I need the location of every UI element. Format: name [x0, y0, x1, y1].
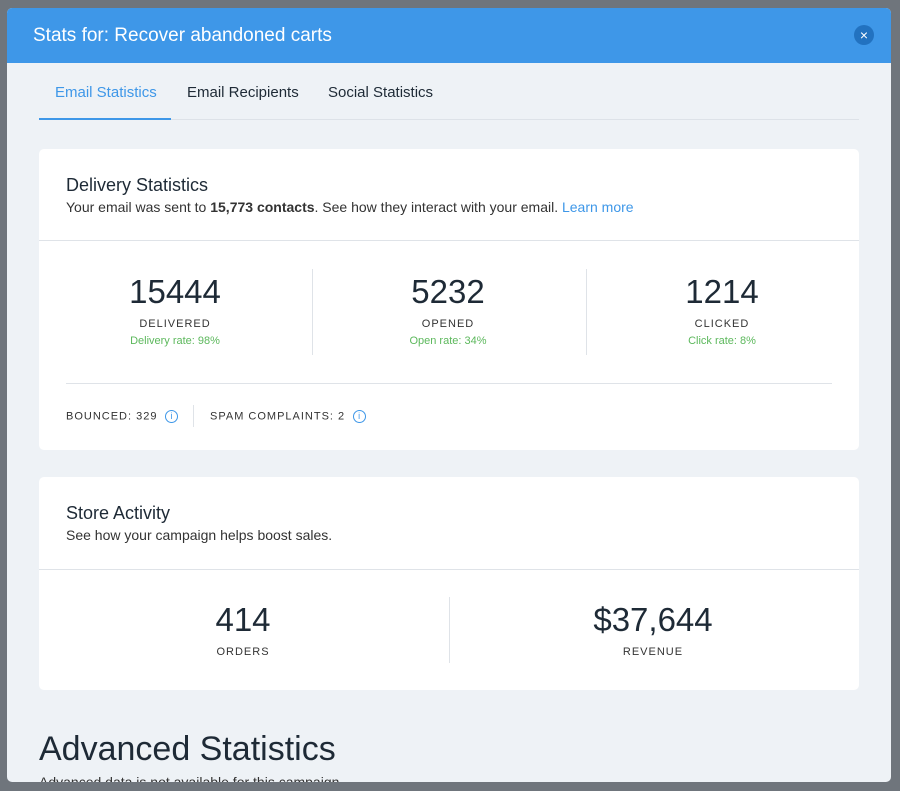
info-icon[interactable]: i: [353, 410, 367, 423]
section-title: Advanced Statistics: [39, 730, 336, 768]
tab[interactable]: Email Recipients: [187, 84, 299, 101]
section-description: Advanced data is not available for this …: [39, 774, 344, 782]
stat-rate: Click rate: 8%: [688, 335, 756, 347]
stat-label: REVENUE: [622, 646, 684, 658]
card-title: Delivery Statistics: [66, 175, 209, 195]
delivery-card: Delivery Statistics Your email was sent …: [39, 149, 859, 450]
tab-divider: [39, 119, 859, 120]
tab[interactable]: Social Statistics: [328, 84, 434, 101]
text: BOUNCED: 329: [66, 410, 158, 423]
divider: [586, 269, 587, 355]
stat-value: $37,644: [593, 601, 713, 638]
divider: [449, 597, 450, 663]
stat-label: OPENED: [421, 318, 475, 330]
divider: [312, 269, 313, 355]
modal: Stats for: Recover abandoned carts × Ema…: [7, 8, 891, 782]
divider: [39, 240, 859, 241]
text: . See how they interact with your email.: [314, 199, 562, 215]
divider: [193, 405, 194, 427]
card-description: See how your campaign helps boost sales.: [66, 527, 333, 543]
stat-value: 5232: [411, 273, 485, 310]
tab-indicator: [39, 118, 171, 120]
card-title: Store Activity: [66, 503, 171, 523]
learn-more-link[interactable]: Learn more: [561, 199, 634, 215]
stat-label: CLICKED: [694, 318, 750, 330]
text: SPAM COMPLAINTS: 2: [210, 410, 346, 423]
modal-title: Stats for: Recover abandoned carts: [33, 25, 332, 46]
footer-stat: SPAM COMPLAINTS: 2 i: [210, 410, 367, 423]
info-icon[interactable]: i: [165, 410, 179, 423]
store-card: Store Activity See how your campaign hel…: [39, 477, 859, 690]
stat-value: 1214: [685, 273, 759, 310]
stat-value: 414: [215, 601, 271, 638]
footer-stat: BOUNCED: 329 i: [66, 410, 179, 423]
close-button[interactable]: ×: [854, 25, 874, 45]
tab[interactable]: Email Statistics: [55, 84, 157, 101]
modal-header: Stats for: Recover abandoned carts ×: [7, 8, 891, 63]
stat-label: ORDERS: [216, 646, 270, 658]
text: Your email was sent to: [66, 199, 211, 215]
stat-label: DELIVERED: [139, 318, 211, 330]
divider: [39, 569, 859, 570]
contacts: 15,773 contacts: [210, 199, 315, 215]
stat-value: 15444: [129, 273, 221, 310]
divider: [66, 383, 832, 384]
stat-rate: Open rate: 34%: [409, 335, 487, 347]
card-description: Your email was sent to 15,773 contacts. …: [66, 199, 634, 215]
stat-rate: Delivery rate: 98%: [130, 335, 220, 347]
